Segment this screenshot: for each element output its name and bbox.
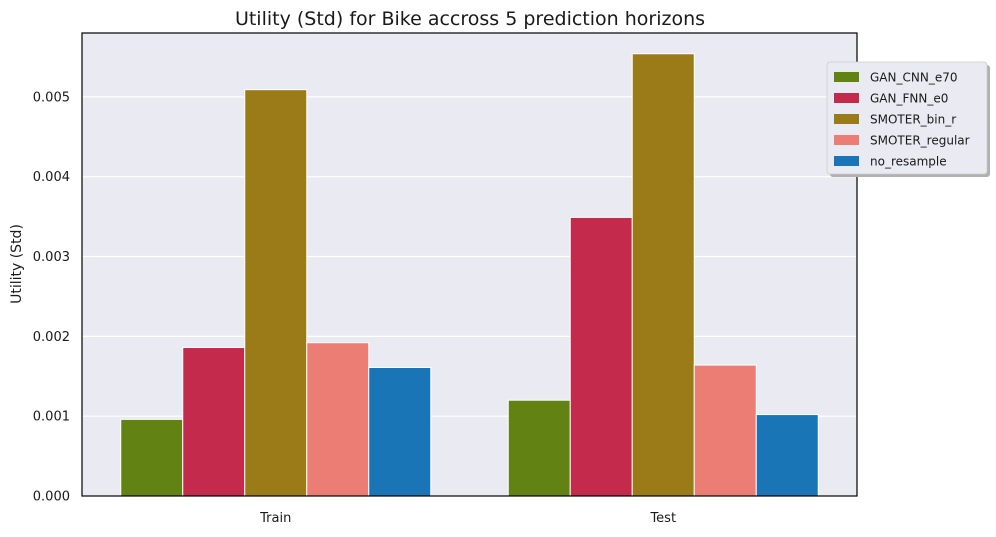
bar-GAN_CNN_e70-Train: [120, 418, 184, 497]
legend-swatch-SMOTER_regular: [834, 135, 859, 145]
bar-no_resample-Train: [368, 366, 432, 497]
legend-label: GAN_FNN_e0: [870, 92, 948, 106]
y-tick-label: 0.005: [33, 90, 70, 105]
legend-label: GAN_CNN_e70: [870, 71, 957, 85]
y-axis-ticks: 0.000 0.001 0.002 0.003 0.004 0.005: [33, 90, 70, 504]
legend-swatch-GAN_CNN_e70: [834, 72, 859, 82]
bars: [120, 53, 819, 497]
x-tick-label: Train: [259, 511, 291, 526]
y-axis-label: Utility (Std): [9, 224, 25, 304]
y-tick-label: 0.004: [33, 170, 70, 185]
legend-label: SMOTER_bin_r: [870, 113, 956, 127]
legend-box: [826, 61, 988, 175]
legend-swatch-SMOTER_bin_r: [834, 114, 859, 124]
x-tick-label: Test: [649, 511, 676, 526]
bar-GAN_FNN_e0-Train: [182, 347, 246, 497]
y-tick-label: 0.000: [33, 490, 70, 505]
plot-frame: [81, 32, 858, 497]
bar-GAN_FNN_e0-Test: [569, 216, 633, 497]
legend-label: no_resample: [870, 155, 947, 169]
chart-title: Utility (Std) for Bike accross 5 predict…: [235, 8, 705, 30]
y-tick-label: 0.001: [33, 410, 70, 425]
legend-swatch-no_resample: [834, 156, 859, 166]
bar-SMOTER_regular-Train: [306, 342, 370, 497]
x-axis-ticks: Train Test: [259, 511, 676, 526]
bar-no_resample-Test: [755, 414, 819, 497]
legend-label: SMOTER_regular: [870, 134, 970, 148]
y-tick-label: 0.003: [33, 250, 70, 265]
y-tick-label: 0.002: [33, 330, 70, 345]
legend: GAN_CNN_e70 GAN_FNN_e0 SMOTER_bin_r SMOTER_…: [826, 61, 990, 177]
bar-SMOTER_bin_r-Test: [631, 53, 695, 497]
bar-SMOTER_regular-Test: [693, 364, 757, 497]
bar-SMOTER_bin_r-Train: [244, 89, 308, 497]
bar-GAN_CNN_e70-Test: [507, 399, 571, 497]
legend-swatch-GAN_FNN_e0: [834, 93, 859, 103]
